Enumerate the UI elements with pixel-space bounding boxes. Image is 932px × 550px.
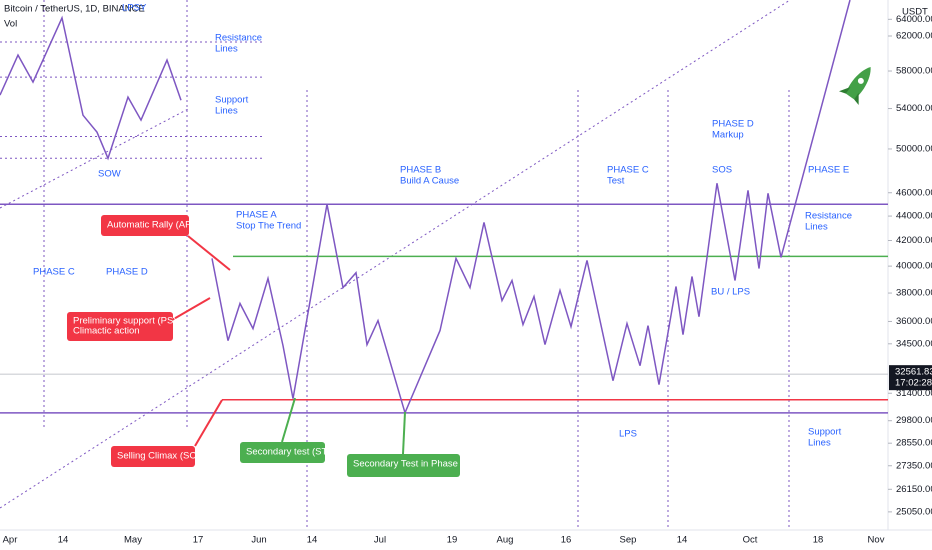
last-price-box bbox=[889, 365, 932, 391]
annotation: LPSY bbox=[122, 3, 147, 14]
annotation: Support bbox=[215, 95, 249, 106]
y-tick-label: 29800.00 bbox=[896, 415, 932, 426]
x-tick-label: Oct bbox=[743, 535, 758, 546]
annotation: PHASE D bbox=[106, 267, 148, 278]
x-tick-label: Jul bbox=[374, 535, 386, 546]
x-tick-label: Sep bbox=[620, 535, 637, 546]
annotation: Lines bbox=[808, 438, 831, 449]
y-tick-label: 26150.00 bbox=[896, 484, 932, 495]
y-tick-label: 28550.00 bbox=[896, 438, 932, 449]
y-tick-label: 38000.00 bbox=[896, 288, 932, 299]
annotation: Markup bbox=[712, 130, 744, 141]
x-tick-label: 17 bbox=[193, 535, 204, 546]
x-tick-label: 14 bbox=[677, 535, 688, 546]
annotation: PHASE E bbox=[808, 165, 849, 176]
annotation: SOW bbox=[98, 169, 121, 180]
y-tick-label: 27350.00 bbox=[896, 460, 932, 471]
x-tick-label: Apr bbox=[3, 535, 18, 546]
y-tick-label: 34500.00 bbox=[896, 338, 932, 349]
x-tick-label: 14 bbox=[58, 535, 69, 546]
x-tick-label: 14 bbox=[307, 535, 318, 546]
annotation: PHASE B bbox=[400, 165, 441, 176]
annotation: PHASE A bbox=[236, 210, 277, 221]
annotation: Test bbox=[607, 176, 625, 187]
callout-text: Secondary Test in Phase B bbox=[353, 459, 467, 470]
x-tick-label: 18 bbox=[813, 535, 824, 546]
y-tick-label: 62000.00 bbox=[896, 31, 932, 42]
annotation: Lines bbox=[215, 44, 238, 55]
annotation: LPS bbox=[619, 429, 637, 440]
callout-box bbox=[111, 446, 195, 467]
y-tick-label: 31400.00 bbox=[896, 388, 932, 399]
callout-text: Automatic Rally (AR) bbox=[107, 220, 195, 231]
callout-pointer bbox=[281, 397, 296, 443]
y-tick-label: 42000.00 bbox=[896, 235, 932, 246]
callout-text: Secondary test (ST) bbox=[246, 447, 330, 458]
callout-pointer bbox=[194, 399, 223, 447]
x-tick-label: May bbox=[124, 535, 142, 546]
annotation: PHASE D bbox=[712, 119, 754, 130]
rocket-icon bbox=[838, 66, 871, 105]
y-tick-label: 64000.00 bbox=[896, 14, 932, 25]
annotation: BU / LPS bbox=[711, 287, 750, 298]
y-tick-label: 36000.00 bbox=[896, 316, 932, 327]
x-tick-label: Nov bbox=[868, 535, 885, 546]
volume-label: Vol bbox=[4, 19, 17, 30]
annotation: Stop The Trend bbox=[236, 221, 301, 232]
x-tick-label: 19 bbox=[447, 535, 458, 546]
y-tick-label: 44000.00 bbox=[896, 211, 932, 222]
y-tick-label: 58000.00 bbox=[896, 66, 932, 77]
y-tick-label: 50000.00 bbox=[896, 143, 932, 154]
callout-text: Preliminary support (PS) bbox=[73, 316, 176, 327]
x-tick-label: Jun bbox=[251, 535, 266, 546]
annotation: Resistance bbox=[215, 33, 262, 44]
annotation: Lines bbox=[805, 222, 828, 233]
annotation: Support bbox=[808, 427, 842, 438]
callout-pointer bbox=[187, 235, 231, 271]
currency-label: USDT bbox=[902, 7, 928, 18]
vertical-guides bbox=[0, 0, 791, 530]
last-price-label: 32561.83 bbox=[895, 367, 932, 378]
y-tick-label: 46000.00 bbox=[896, 187, 932, 198]
annotation: PHASE C bbox=[33, 267, 75, 278]
annotation: PHASE C bbox=[607, 165, 649, 176]
callout-box bbox=[347, 454, 460, 477]
projection-line bbox=[0, 0, 851, 416]
callout-pointer bbox=[171, 297, 211, 321]
y-tick-label: 40000.00 bbox=[896, 261, 932, 272]
callout-box bbox=[101, 215, 189, 236]
y-tick-label: 54000.00 bbox=[896, 103, 932, 114]
callout-pointer bbox=[402, 411, 406, 455]
x-tick-label: 16 bbox=[561, 535, 572, 546]
annotation: SOS bbox=[712, 165, 732, 176]
callout-box bbox=[240, 442, 325, 463]
y-tick-label: 25050.00 bbox=[896, 506, 932, 517]
callout-box bbox=[67, 312, 173, 341]
countdown-label: 17:02:28 bbox=[895, 378, 932, 389]
x-tick-label: Aug bbox=[497, 535, 514, 546]
callout-text: Selling Climax (SC) bbox=[117, 451, 199, 462]
annotation: Resistance bbox=[805, 211, 852, 222]
annotation: Build A Cause bbox=[400, 176, 459, 187]
trend-line bbox=[0, 0, 791, 509]
callout-text: Climactic action bbox=[73, 326, 140, 337]
trend-line bbox=[0, 107, 191, 209]
annotation: Lines bbox=[215, 106, 238, 117]
chart-title: Bitcoin / TetherUS, 1D, BINANCE bbox=[4, 4, 145, 15]
